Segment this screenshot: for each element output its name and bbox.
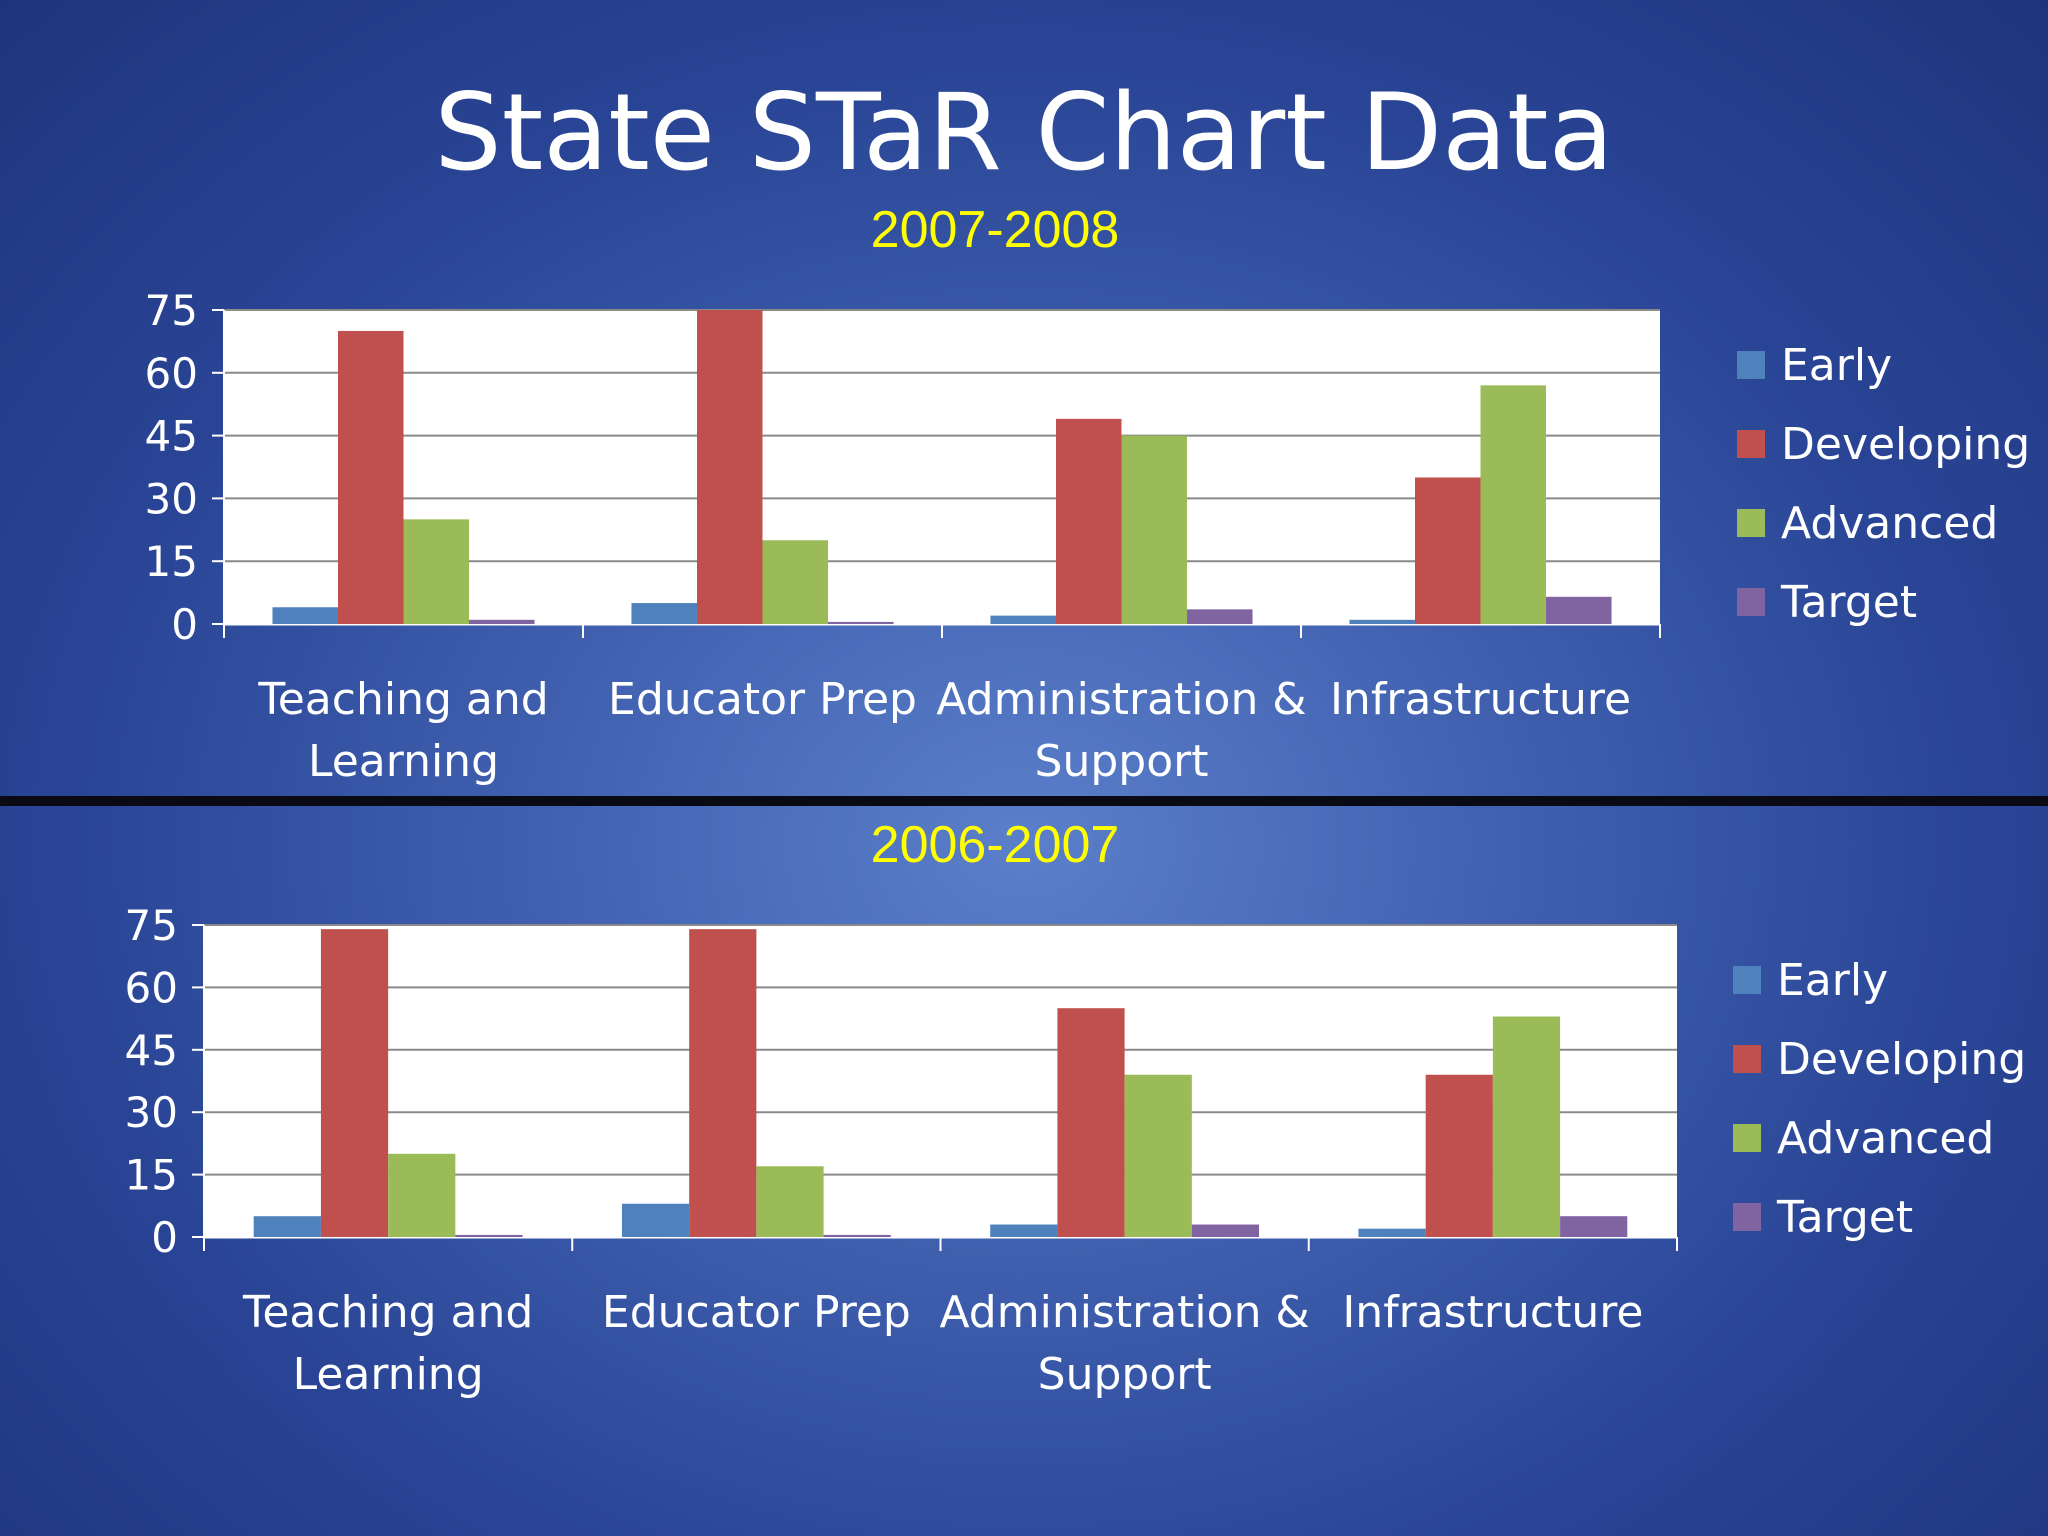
bar-advanced-infrastructure: [1480, 385, 1547, 624]
bar-chart-2007-2008: 0 15 30 45 60 75 Teaching and Learning Educator …: [145, 286, 2031, 787]
category-label: Administration &: [936, 674, 1306, 725]
legend-swatch-developing: [1737, 430, 1765, 458]
legend-label-developing: Developing: [1781, 419, 2030, 470]
bar-target-educator-prep: [823, 1234, 891, 1237]
category-label: Learning: [293, 1349, 484, 1400]
bar-advanced-teaching-and-learning: [388, 1153, 456, 1237]
bar-early-educator-prep: [631, 603, 697, 624]
legend-swatch-developing: [1733, 1045, 1761, 1073]
y-tick-label: 30: [125, 1088, 178, 1137]
bar-target-infrastructure: [1560, 1216, 1628, 1237]
legend-swatch-early: [1737, 351, 1765, 379]
legend-label-early: Early: [1777, 955, 1888, 1006]
bar-advanced-administration-support: [1121, 435, 1188, 624]
category-label: Educator Prep: [608, 674, 917, 725]
bar-target-administration-support: [1187, 609, 1253, 624]
y-tick-label: 60: [125, 963, 178, 1012]
bar-early-teaching-and-learning: [272, 607, 338, 624]
bar-developing-teaching-and-learning: [337, 330, 404, 624]
bar-advanced-educator-prep: [762, 540, 829, 624]
bar-developing-teaching-and-learning: [320, 929, 389, 1237]
category-label: Learning: [308, 736, 499, 787]
bar-target-administration-support: [1191, 1224, 1260, 1237]
y-tick-label: 15: [145, 537, 198, 586]
bar-target-infrastructure: [1546, 596, 1612, 624]
y-tick-label: 45: [125, 1026, 178, 1075]
bar-target-educator-prep: [828, 621, 894, 624]
slide-divider: [0, 796, 2048, 806]
bar-early-infrastructure: [1358, 1228, 1426, 1237]
legend-swatch-advanced: [1737, 509, 1765, 537]
legend-swatch-advanced: [1733, 1124, 1761, 1152]
bar-developing-administration-support: [1057, 1008, 1125, 1237]
legend-swatch-target: [1733, 1203, 1761, 1231]
bar-chart-2006-2007: 0 15 30 45 60 75 Teaching and Learning Educator …: [125, 901, 2027, 1400]
bar-target-teaching-and-learning: [469, 619, 535, 624]
legend-label-developing: Developing: [1777, 1034, 2026, 1085]
bar-developing-administration-support: [1055, 418, 1122, 624]
category-label: Teaching and: [257, 674, 548, 725]
y-tick-label: 60: [145, 349, 198, 398]
y-tick-label: 75: [125, 901, 178, 950]
legend-label-target: Target: [1776, 1192, 1913, 1243]
bar-early-administration-support: [990, 615, 1056, 624]
legend-label-target: Target: [1780, 577, 1917, 628]
chart-title-2006-2007: 2006-2007: [870, 816, 1120, 874]
category-label: Teaching and: [242, 1287, 533, 1338]
bar-early-administration-support: [990, 1224, 1058, 1237]
legend-label-early: Early: [1781, 340, 1892, 391]
bar-early-infrastructure: [1349, 619, 1415, 624]
bar-developing-infrastructure: [1414, 477, 1481, 624]
category-label: Support: [1035, 736, 1209, 787]
category-label: Infrastructure: [1330, 674, 1631, 725]
bar-advanced-administration-support: [1124, 1074, 1192, 1237]
category-label: Infrastructure: [1342, 1287, 1643, 1338]
y-tick-label: 0: [171, 600, 198, 649]
bar-developing-educator-prep: [696, 310, 763, 624]
bar-target-teaching-and-learning: [455, 1234, 523, 1237]
bar-advanced-educator-prep: [756, 1166, 824, 1237]
bar-early-educator-prep: [621, 1203, 690, 1237]
category-label: Support: [1038, 1349, 1212, 1400]
category-label: Administration &: [939, 1287, 1309, 1338]
bar-advanced-infrastructure: [1492, 1016, 1561, 1237]
legend-swatch-early: [1733, 966, 1761, 994]
legend-swatch-target: [1737, 588, 1765, 616]
chart-title-2007-2008: 2007-2008: [870, 201, 1120, 259]
bar-developing-infrastructure: [1425, 1074, 1493, 1237]
legend-label-advanced: Advanced: [1777, 1113, 1994, 1164]
legend-label-advanced: Advanced: [1781, 498, 1998, 549]
bar-developing-educator-prep: [689, 929, 757, 1237]
y-tick-label: 45: [145, 412, 198, 461]
category-label: Educator Prep: [602, 1287, 911, 1338]
slide-title: State STaR Chart Data: [434, 71, 1614, 194]
y-tick-label: 75: [145, 286, 198, 335]
y-tick-label: 0: [151, 1213, 178, 1262]
bar-early-teaching-and-learning: [253, 1216, 321, 1237]
y-tick-label: 30: [145, 474, 198, 523]
bar-advanced-teaching-and-learning: [403, 519, 470, 624]
y-tick-label: 15: [125, 1151, 178, 1200]
